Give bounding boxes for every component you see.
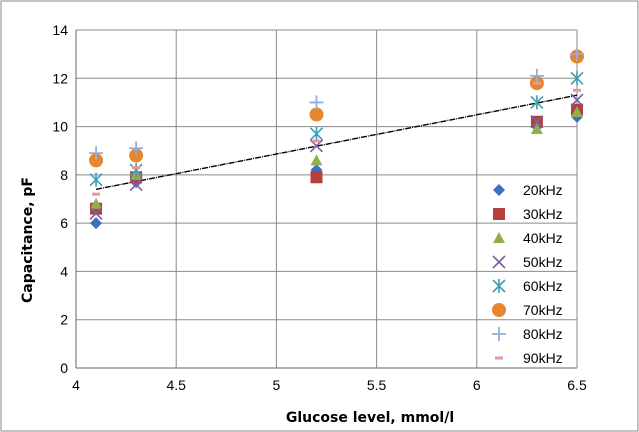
data-point: [89, 146, 104, 161]
trendline: [95, 94, 578, 191]
data-point: [90, 217, 103, 230]
data-point: [129, 141, 144, 156]
y-tick-label: 12: [52, 70, 68, 86]
series-90kHz: [92, 81, 581, 196]
legend-item: 90kHz: [495, 350, 563, 366]
legend-item: 50kHz: [492, 254, 563, 270]
legend-label: 60kHz: [523, 278, 563, 294]
data-point: [129, 177, 143, 192]
tick-labels: 0 2 4 6 8 10 12 14 4 4.5 5 5.5 6 6.5: [52, 22, 587, 393]
data-point: [312, 139, 321, 143]
series-60kHz: [89, 71, 584, 187]
legend-marker: [493, 208, 505, 220]
legend-label: 50kHz: [523, 254, 563, 270]
legend-item: 30kHz: [493, 206, 563, 222]
legend-label: 30kHz: [523, 206, 563, 222]
data-points: [89, 47, 584, 230]
data-point: [89, 172, 103, 187]
legend-marker: [493, 184, 505, 196]
data-point: [90, 197, 103, 209]
legend-marker: [493, 232, 505, 243]
data-point: [309, 126, 324, 141]
grid: [75, 29, 578, 369]
data-point: [89, 153, 104, 168]
y-tick-label: 14: [52, 22, 68, 38]
data-point: [310, 171, 323, 184]
legend-marker: [492, 279, 506, 293]
y-tick-label: 2: [60, 312, 68, 328]
data-point: [532, 81, 541, 85]
data-point: [129, 148, 144, 163]
y-tick-label: 8: [60, 167, 68, 183]
data-point: [132, 166, 141, 170]
y-tick-label: 4: [60, 263, 68, 279]
legend-item: 40kHz: [493, 230, 563, 246]
series-80kHz: [89, 47, 584, 161]
legend-marker: [492, 255, 506, 269]
trendline-group: [95, 94, 578, 191]
data-point: [309, 95, 324, 110]
legend-marker: [492, 327, 506, 341]
data-point: [310, 154, 323, 166]
data-point: [530, 115, 544, 129]
data-point: [573, 88, 581, 92]
y-tick-label: 10: [52, 119, 68, 135]
x-tick-label: 4.5: [166, 377, 186, 393]
x-tick-label: 5: [273, 377, 281, 393]
x-tick-label: 6.5: [567, 377, 587, 393]
legend-label: 20kHz: [523, 182, 563, 198]
data-point: [570, 47, 584, 62]
legend-label: 70kHz: [523, 302, 563, 318]
data-point: [530, 122, 543, 134]
legend-label: 40kHz: [523, 230, 563, 246]
data-point: [571, 106, 583, 118]
data-point: [570, 71, 584, 86]
legend-marker: [495, 356, 503, 360]
legend: 20kHz 30kHz 40kHz 50kHz 60kHz 70kHz 80kHz 90kHz: [492, 182, 563, 366]
legend-item: 80kHz: [492, 326, 563, 342]
data-point: [529, 68, 544, 83]
y-tick-label: 0: [60, 360, 68, 376]
data-point: [92, 192, 101, 196]
x-axis-label: Glucose level, mmol/l: [286, 410, 454, 426]
data-point: [89, 206, 103, 221]
legend-item: 70kHz: [492, 302, 563, 318]
legend-item: 20kHz: [493, 182, 563, 198]
data-point: [309, 107, 324, 122]
legend-label: 90kHz: [523, 350, 563, 366]
y-tick-label: 6: [60, 215, 68, 231]
data-point: [530, 95, 544, 110]
legend-item: 60kHz: [492, 278, 563, 294]
x-tick-label: 6: [473, 377, 481, 393]
legend-marker: [492, 303, 506, 317]
y-axis-label: Capacitance, pF: [20, 177, 36, 303]
data-point: [570, 93, 584, 107]
data-point: [129, 163, 143, 178]
x-tick-label: 4: [72, 377, 80, 393]
legend-label: 80kHz: [523, 326, 563, 342]
x-tick-label: 5.5: [367, 377, 387, 393]
